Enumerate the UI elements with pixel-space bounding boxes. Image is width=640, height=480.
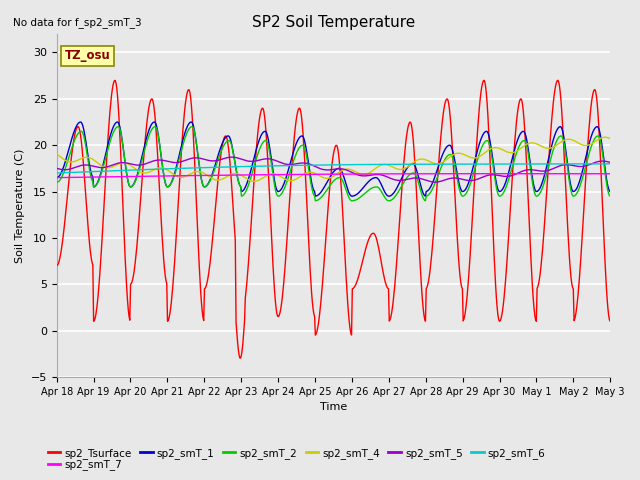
- sp2_Tsurface: [480, 77, 488, 83]
- sp2_smT_5: [176, 159, 184, 165]
- sp2_smT_7: [607, 171, 614, 177]
- sp2_Tsurface: [53, 263, 61, 269]
- sp2_smT_4: [176, 174, 184, 180]
- sp2_smT_1: [206, 178, 214, 183]
- sp2_smT_2: [177, 151, 184, 156]
- Legend: sp2_smT_7: sp2_smT_7: [44, 455, 126, 474]
- sp2_smT_1: [403, 167, 410, 172]
- sp2_smT_6: [120, 168, 127, 173]
- sp2_smT_1: [120, 149, 127, 155]
- sp2_Tsurface: [205, 267, 213, 273]
- sp2_smT_2: [607, 193, 614, 199]
- sp2_smT_4: [601, 134, 609, 140]
- sp2_smT_4: [205, 174, 213, 180]
- Line: sp2_smT_1: sp2_smT_1: [57, 122, 611, 196]
- sp2_smT_7: [53, 175, 61, 180]
- sp2_smT_1: [53, 175, 61, 180]
- sp2_smT_2: [120, 148, 127, 154]
- sp2_smT_6: [607, 161, 614, 167]
- sp2_smT_7: [63, 175, 70, 180]
- sp2_Tsurface: [176, 173, 184, 179]
- sp2_smT_7: [176, 173, 184, 179]
- sp2_smT_5: [431, 179, 438, 185]
- sp2_smT_2: [419, 193, 426, 199]
- sp2_Tsurface: [402, 143, 410, 148]
- sp2_smT_6: [417, 161, 425, 167]
- sp2_smT_1: [150, 119, 158, 125]
- sp2_smT_6: [205, 165, 213, 170]
- sp2_smT_5: [63, 167, 70, 172]
- Line: sp2_smT_6: sp2_smT_6: [57, 164, 611, 173]
- sp2_smT_2: [63, 161, 70, 167]
- sp2_smT_4: [120, 160, 127, 166]
- sp2_smT_2: [348, 198, 356, 204]
- sp2_smT_2: [403, 176, 410, 181]
- Line: sp2_smT_5: sp2_smT_5: [57, 157, 611, 182]
- sp2_smT_7: [401, 171, 408, 177]
- sp2_smT_5: [607, 159, 614, 165]
- sp2_smT_5: [402, 177, 410, 182]
- sp2_Tsurface: [63, 200, 70, 206]
- sp2_smT_5: [53, 166, 61, 171]
- sp2_smT_7: [120, 174, 127, 180]
- sp2_smT_6: [176, 166, 184, 171]
- Line: sp2_smT_2: sp2_smT_2: [57, 127, 611, 201]
- sp2_smT_6: [63, 170, 70, 176]
- sp2_Tsurface: [418, 286, 426, 292]
- sp2_smT_6: [53, 170, 61, 176]
- Title: SP2 Soil Temperature: SP2 Soil Temperature: [252, 15, 415, 30]
- sp2_smT_1: [607, 189, 614, 194]
- sp2_smT_6: [401, 161, 408, 167]
- sp2_smT_7: [492, 171, 500, 177]
- sp2_smT_7: [417, 171, 425, 177]
- sp2_smT_4: [418, 156, 426, 162]
- sp2_smT_4: [251, 179, 259, 184]
- sp2_smT_5: [205, 157, 213, 163]
- sp2_smT_5: [418, 176, 426, 182]
- Line: sp2_Tsurface: sp2_Tsurface: [57, 80, 611, 358]
- Legend: sp2_Tsurface, sp2_smT_1, sp2_smT_2, sp2_smT_4, sp2_smT_5, sp2_smT_6: sp2_Tsurface, sp2_smT_1, sp2_smT_2, sp2_…: [44, 444, 550, 463]
- Text: TZ_osu: TZ_osu: [65, 49, 111, 62]
- sp2_smT_4: [607, 136, 614, 142]
- sp2_smT_4: [402, 165, 410, 171]
- Y-axis label: Soil Temperature (C): Soil Temperature (C): [15, 148, 25, 263]
- X-axis label: Time: Time: [320, 402, 347, 412]
- sp2_smT_1: [348, 193, 356, 199]
- Text: No data for f_sp2_smT_3: No data for f_sp2_smT_3: [13, 17, 141, 28]
- sp2_smT_1: [63, 154, 70, 160]
- Line: sp2_smT_7: sp2_smT_7: [57, 174, 611, 178]
- sp2_smT_7: [205, 172, 213, 178]
- sp2_Tsurface: [120, 220, 127, 226]
- sp2_smT_1: [177, 146, 184, 152]
- sp2_Tsurface: [236, 355, 244, 361]
- Line: sp2_smT_4: sp2_smT_4: [57, 137, 611, 181]
- sp2_smT_1: [419, 188, 426, 194]
- sp2_smT_2: [206, 179, 214, 184]
- sp2_smT_2: [53, 180, 61, 185]
- sp2_smT_4: [53, 151, 61, 157]
- sp2_smT_4: [63, 158, 70, 164]
- sp2_Tsurface: [607, 318, 614, 324]
- sp2_smT_5: [228, 154, 236, 160]
- sp2_smT_2: [152, 124, 159, 130]
- sp2_smT_5: [120, 160, 127, 166]
